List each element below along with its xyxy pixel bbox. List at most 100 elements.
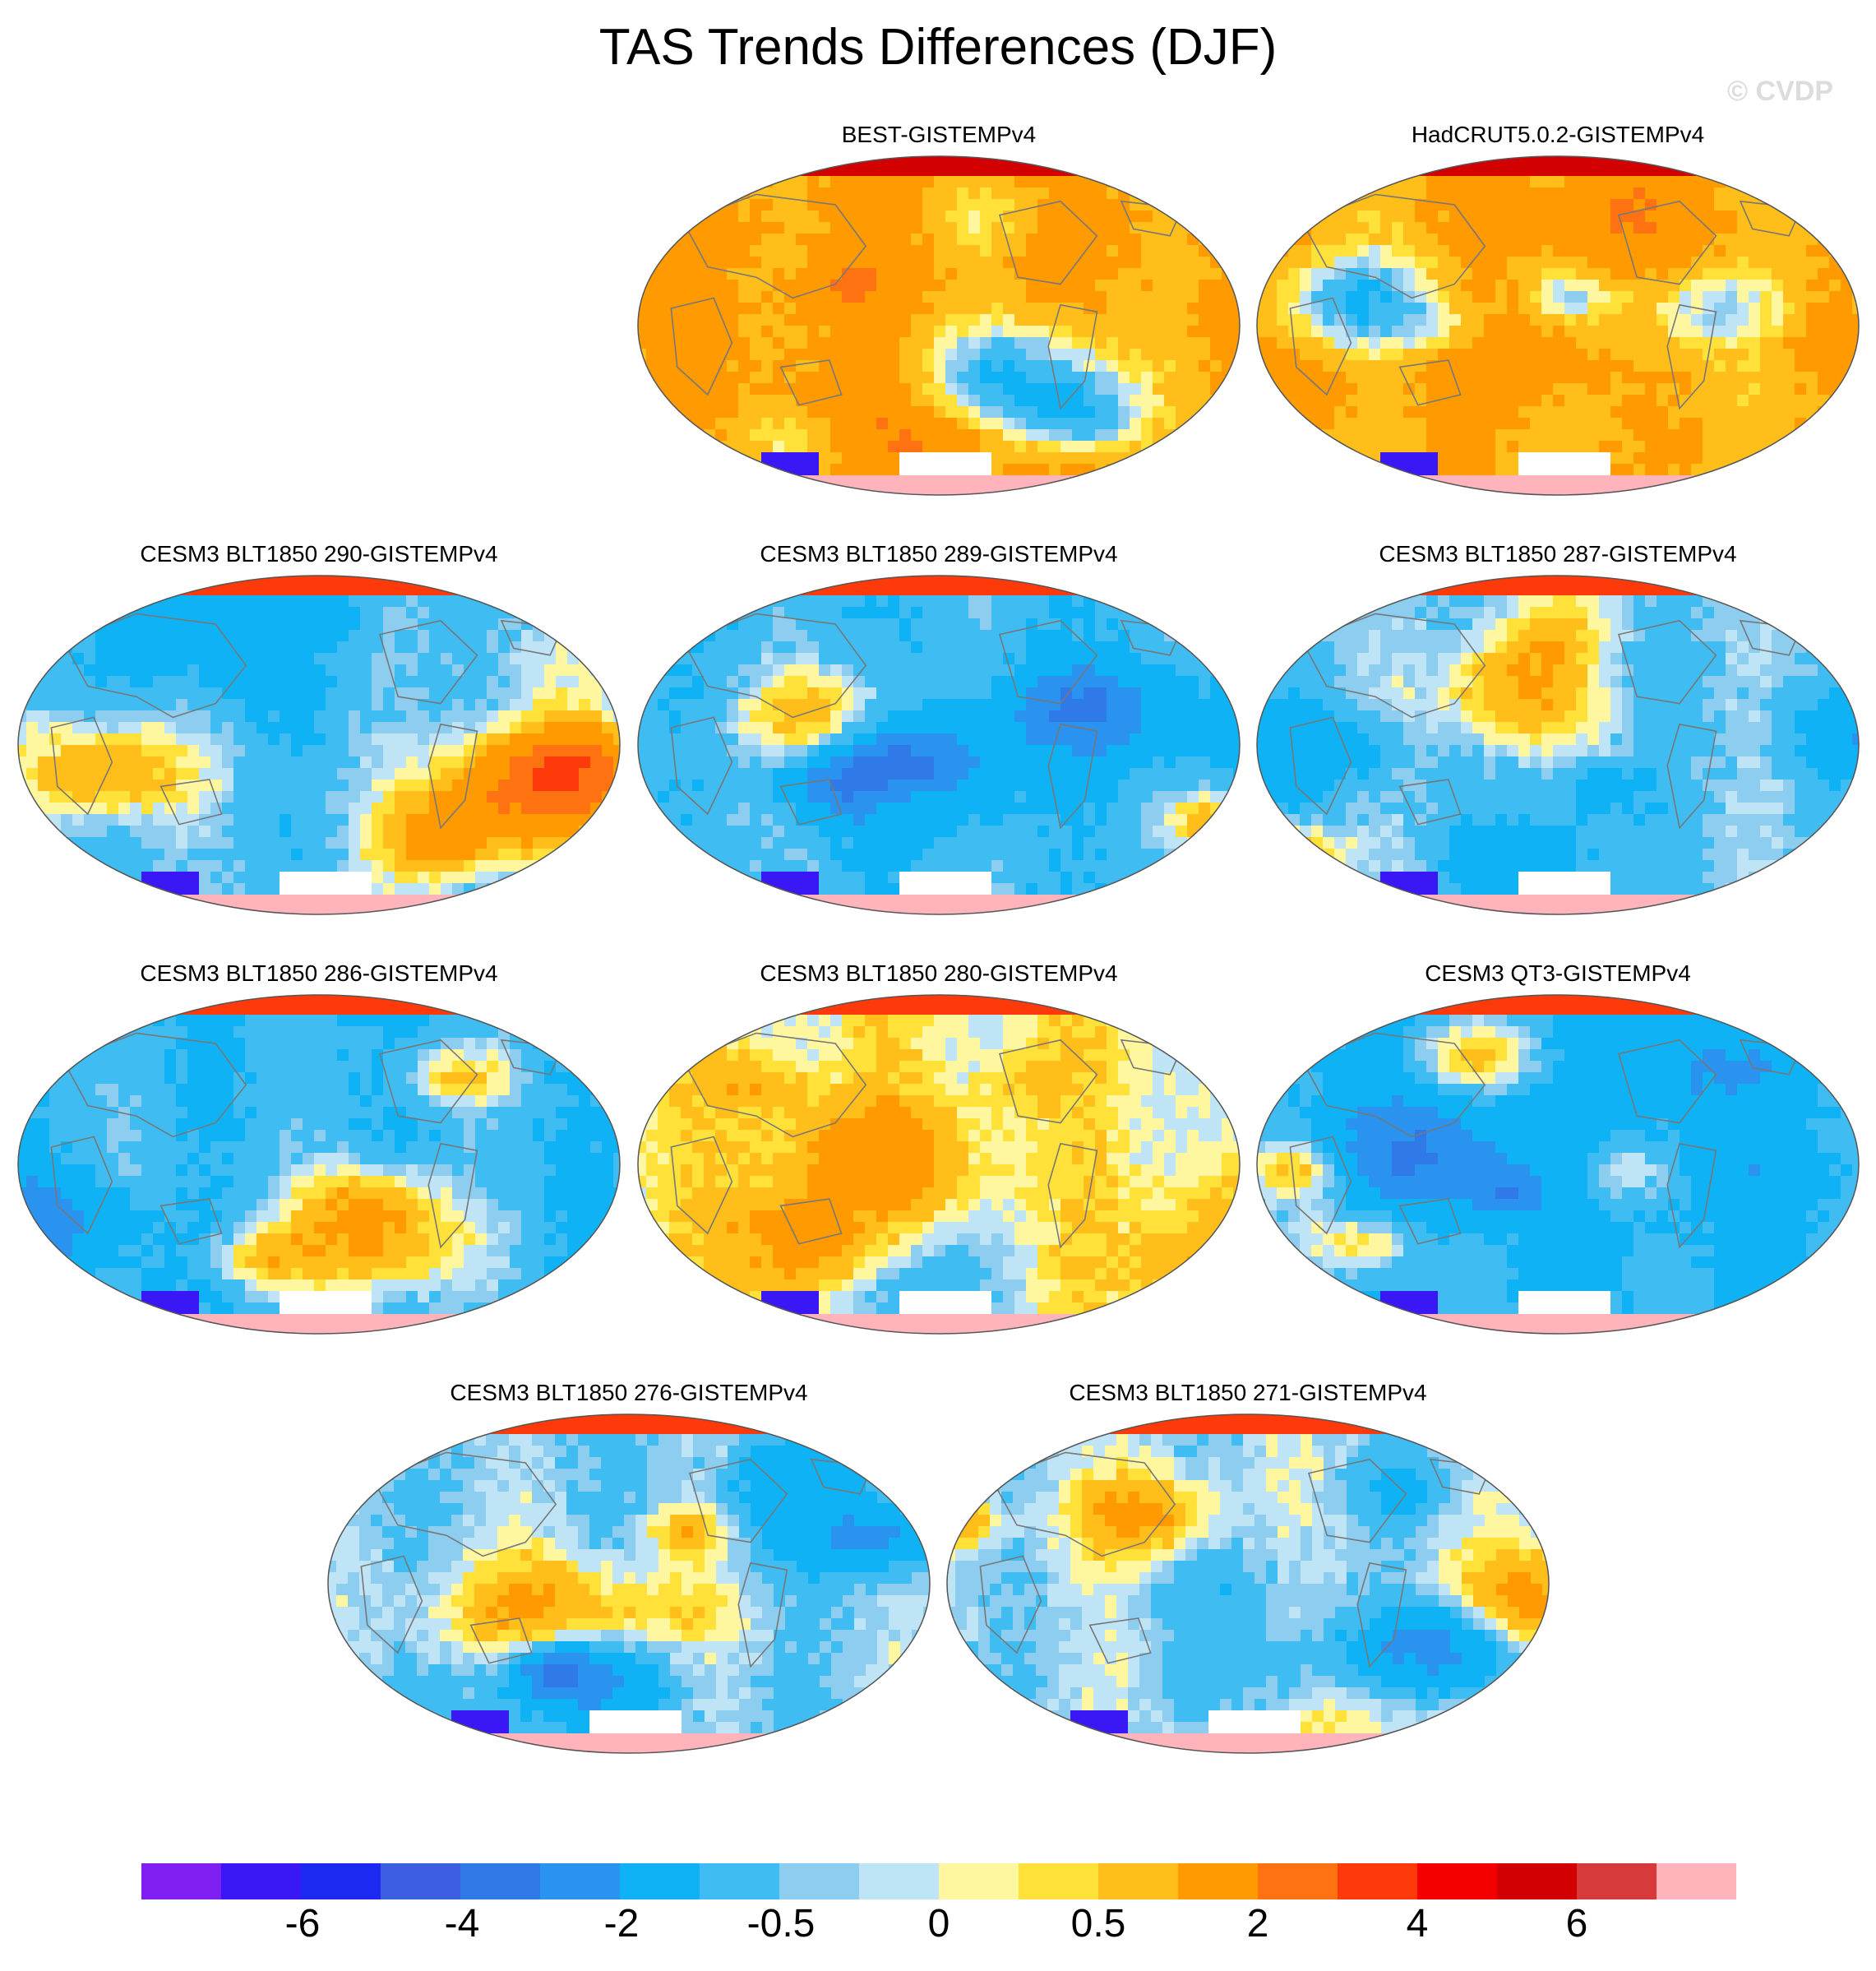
field-cell	[1645, 395, 1657, 407]
field-cell	[1438, 257, 1450, 269]
field-cell	[613, 756, 620, 769]
field-cell	[1737, 268, 1749, 280]
field-cell	[727, 372, 739, 384]
field-cell	[360, 710, 372, 723]
field-cell	[383, 618, 395, 631]
field-cell	[544, 780, 557, 792]
field-cell	[1369, 360, 1381, 372]
field-cell	[556, 607, 568, 619]
field-cell	[1141, 245, 1153, 257]
field-cell	[26, 745, 39, 757]
field-cell	[1277, 452, 1289, 465]
field-cell	[727, 607, 739, 619]
field-cell	[750, 372, 762, 384]
field-cell	[510, 906, 522, 914]
field-cell	[658, 452, 670, 465]
field-cell	[738, 395, 751, 407]
field-cell	[1714, 418, 1726, 430]
field-cell	[1691, 360, 1703, 372]
field-cell	[521, 722, 534, 734]
field-cell	[1426, 268, 1439, 280]
field-cell	[1657, 337, 1669, 349]
field-cell	[233, 699, 246, 711]
field-cell	[521, 676, 534, 688]
field-cell	[1553, 360, 1565, 372]
field-cell	[1118, 452, 1130, 465]
field-cell	[383, 837, 395, 849]
field-cell	[957, 607, 969, 619]
field-cell	[945, 349, 958, 361]
field-cell	[72, 676, 85, 688]
field-cell	[107, 872, 119, 884]
field-cell	[613, 849, 620, 861]
field-cell	[395, 860, 407, 872]
field-cell	[360, 699, 372, 711]
field-cell	[646, 487, 658, 495]
field-cell	[1610, 349, 1623, 361]
field-cell	[842, 291, 854, 303]
field-cell	[498, 576, 511, 585]
field-cell	[876, 418, 889, 430]
field-cell	[784, 406, 797, 419]
field-cell	[1841, 383, 1853, 396]
field-cell	[464, 895, 476, 907]
field-cell	[1680, 280, 1692, 292]
field-cell	[38, 745, 50, 757]
field-cell	[1737, 337, 1749, 349]
field-cell	[256, 768, 269, 780]
field-cell	[1003, 429, 1015, 442]
field-cell	[590, 872, 603, 884]
field-cell	[1737, 464, 1749, 476]
field-cell	[1449, 326, 1462, 338]
field-cell	[256, 745, 269, 757]
field-cell	[1141, 257, 1153, 269]
field-cell	[602, 710, 614, 723]
field-cell	[1714, 234, 1726, 246]
field-cell	[1176, 156, 1188, 165]
field-cell	[521, 860, 534, 872]
field-cell	[669, 452, 682, 465]
field-cell	[1564, 291, 1577, 303]
field-cell	[830, 211, 843, 223]
field-cell	[1657, 222, 1669, 234]
field-cell	[945, 441, 958, 453]
field-cell	[118, 745, 131, 757]
field-cell	[1346, 383, 1358, 396]
field-cell	[1014, 584, 1027, 596]
field-cell	[1403, 429, 1416, 442]
field-cell	[1199, 452, 1211, 465]
field-cell	[1403, 314, 1416, 326]
field-cell	[1095, 452, 1107, 465]
field-cell	[1426, 326, 1439, 338]
field-cell	[761, 156, 774, 165]
field-cell	[1438, 406, 1450, 419]
field-cell	[1852, 464, 1859, 476]
field-cell	[830, 595, 843, 608]
field-cell	[349, 791, 361, 803]
field-cell	[1392, 326, 1404, 338]
field-cell	[521, 826, 534, 838]
field-cell	[1233, 257, 1240, 269]
field-cell	[853, 349, 866, 361]
field-cell	[61, 837, 73, 849]
field-cell	[1610, 257, 1623, 269]
field-cell	[314, 676, 326, 688]
field-cell	[291, 837, 303, 849]
field-cell	[303, 630, 315, 642]
field-cell	[533, 791, 545, 803]
field-cell	[1714, 187, 1726, 200]
field-cell	[1576, 395, 1588, 407]
field-cell	[533, 733, 545, 746]
field-cell	[1737, 199, 1749, 211]
field-cell	[579, 768, 591, 780]
field-cell	[199, 745, 211, 757]
field-cell	[544, 676, 557, 688]
field-cell	[1484, 337, 1496, 349]
field-cell	[1829, 222, 1841, 234]
field-cell	[1164, 475, 1176, 488]
field-cell	[1576, 475, 1588, 488]
field-cell	[303, 780, 315, 792]
field-cell	[819, 595, 831, 608]
field-cell	[533, 814, 545, 826]
field-cell	[556, 676, 568, 688]
